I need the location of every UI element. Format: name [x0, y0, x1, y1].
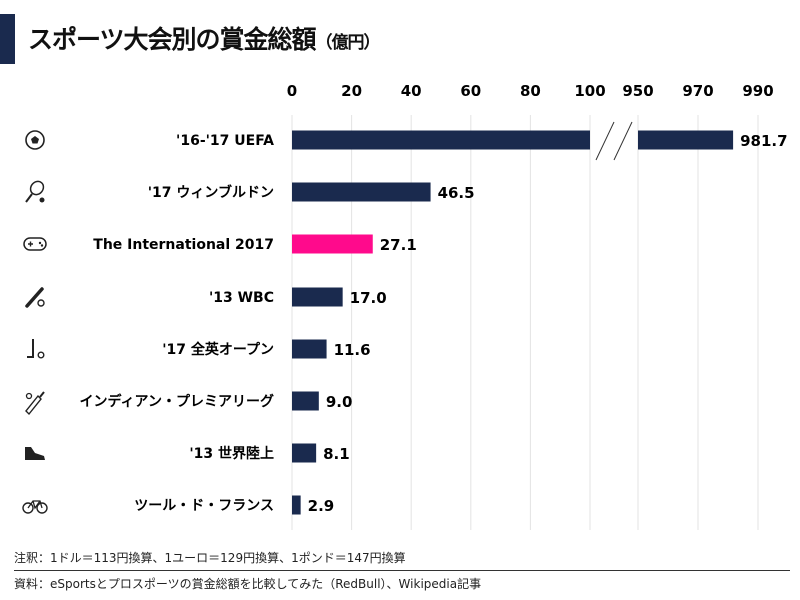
bar [292, 287, 343, 307]
cricket-bat-icon [25, 391, 45, 416]
axis-break-mark [595, 121, 615, 161]
data-label: 11.6 [334, 341, 371, 359]
x-tick-label: 20 [341, 82, 362, 100]
category-label: '17 全英オープン [162, 341, 274, 358]
bar [292, 391, 319, 411]
category-label: '13 WBC [209, 290, 274, 306]
running-shoe-icon [25, 447, 45, 460]
bicycle-icon [22, 500, 48, 514]
divider [14, 570, 790, 571]
data-label: 2.9 [308, 497, 335, 515]
x-tick-label: 80 [520, 82, 541, 100]
category-label: The International 2017 [93, 237, 274, 253]
data-label: 981.7 [740, 132, 787, 150]
data-label: 46.5 [438, 184, 475, 202]
x-tick-label: 990 [742, 82, 773, 100]
category-label: インディアン・プレミアリーグ [80, 393, 274, 410]
tennis-racket-icon [25, 180, 45, 203]
source-note: 資料：eSportsとプロスポーツの賞金総額を比較してみた（RedBull）、W… [14, 577, 482, 591]
data-label: 9.0 [326, 393, 353, 411]
axis-break-mark [613, 121, 633, 161]
bar [292, 339, 327, 359]
game-controller-icon [23, 237, 47, 251]
category-label: '13 世界陸上 [189, 445, 274, 462]
data-label: 8.1 [323, 445, 350, 463]
x-tick-label: 100 [574, 82, 605, 100]
bar [292, 495, 301, 515]
bar [292, 234, 373, 254]
x-tick-label: 970 [682, 82, 713, 100]
baseball-bat-icon [25, 287, 45, 308]
bar-segment-lower [292, 130, 590, 150]
title-unit: （億円） [315, 33, 381, 53]
x-tick-label: 60 [460, 82, 481, 100]
chart-title: スポーツ大会別の賞金総額（億円） [28, 20, 381, 56]
bar [292, 182, 431, 202]
category-label: '17 ウィンブルドン [148, 184, 274, 201]
data-label: 17.0 [350, 289, 387, 307]
data-label: 27.1 [380, 236, 417, 254]
category-label: ツール・ド・フランス [134, 498, 274, 514]
bar-chart: 0 20 40 60 80 100 950 970 990 '16-'17 UEFA 981.7 '1… [22, 82, 788, 530]
title-text: スポーツ大会別の賞金総額 [28, 25, 317, 54]
golf-club-icon [27, 339, 45, 359]
x-tick-label: 40 [401, 82, 422, 100]
bar-segment-upper [638, 130, 734, 150]
title-accent-bar [0, 14, 15, 64]
category-label: '16-'17 UEFA [176, 133, 274, 149]
bar [292, 443, 317, 463]
annotation-note: 注釈：1ドル＝113円換算、1ユーロ＝129円換算、1ポンド＝147円換算 [14, 551, 406, 565]
x-tick-label: 0 [287, 82, 297, 100]
x-tick-label: 950 [622, 82, 653, 100]
soccer-ball-icon [25, 130, 45, 150]
